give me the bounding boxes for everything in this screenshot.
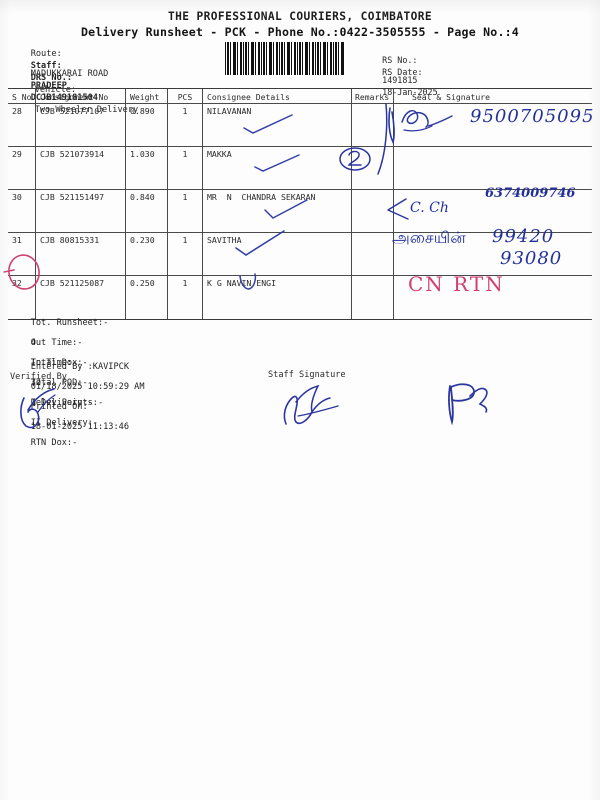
cell-remarks — [352, 233, 394, 275]
column-header-seal-signature: Seal & Signature — [412, 92, 490, 102]
column-header-remarks: Remarks — [352, 89, 394, 103]
drs-number-field: DRS No.: DCJB149181504 — [10, 63, 98, 113]
vehicle-label: Vehicle: — [34, 85, 77, 95]
drs-label: DRS No.: — [30, 73, 73, 83]
rs-number-field: RS No.: 1491815 — [362, 45, 417, 95]
tot-runsheet-value: 4 — [30, 338, 36, 348]
consignment-table: S No Consignment No Weight PCS Consignee… — [8, 88, 592, 320]
receiver-signature-mark — [448, 383, 488, 426]
staff-label: Staff: — [30, 61, 62, 71]
cell-sno: 29 — [8, 147, 36, 189]
cell-weight: 0.890 — [126, 104, 168, 146]
rs-date-value: 18-Jan-2025 — [382, 87, 438, 97]
route-field: Route: MADUKKARAI ROAD — [10, 39, 109, 89]
entered-by-timestamp: 01/18/2025 10:59:29 AM — [30, 382, 145, 392]
column-header-consignee-details: Consignee Details — [202, 89, 352, 103]
cell-consignee: SAVITHA — [202, 233, 352, 275]
page-title: THE PROFESSIONAL COURIERS, COIMBATORE — [167, 10, 432, 23]
table-row: 28 CJB 521077107 0.890 1 NILAVANAN — [8, 104, 592, 147]
total-dox-label: Total Dox:- — [30, 358, 88, 368]
vehicle-value: Two Wheeler Delivery — [34, 105, 139, 115]
cell-seal-signature — [394, 104, 592, 146]
table-header-row: S No Consignment No Weight PCS Consignee… — [8, 89, 592, 104]
cell-pcs: 1 — [182, 235, 188, 245]
cell-seal-signature — [394, 147, 592, 189]
cell-remarks — [352, 276, 394, 319]
cell-consignment-no: CJB 521073914 — [36, 147, 126, 189]
printed-on-label: Printed On: — [30, 402, 88, 412]
out-time-label: Out Time:- — [30, 338, 83, 348]
cell-pcs: 1 — [182, 192, 188, 202]
verified-by-label: Verified By — [10, 372, 67, 382]
staff-value: PRADEEP — [30, 81, 67, 91]
cell-sno: 31 — [8, 233, 36, 275]
rs-number-label: RS No.: — [382, 55, 418, 65]
cell-sno: 30 — [8, 190, 36, 232]
drs-value: DCJB149181504 — [30, 93, 98, 103]
cell-weight: 1.030 — [126, 147, 168, 189]
staff-field: Staff: PRADEEP — [10, 51, 67, 101]
cell-pcs: 1 — [182, 278, 188, 288]
cell-consignment-no: CJB 521151497 — [36, 190, 126, 232]
cell-remarks — [352, 104, 394, 146]
total-pod-label: Total POD:- — [30, 378, 88, 388]
staff-signature-label: Staff Signature — [268, 370, 346, 380]
vehicle-field: Vehicle: Two Wheeler Delivery — [14, 75, 138, 125]
column-header-weight: Weight — [126, 89, 168, 103]
summary-row-entry-info: Entered By :KAVIPCK 01/18/2025 10:59:29 … — [10, 352, 145, 442]
table-row: 29 CJB 521073914 1.030 1 MAKKA — [8, 147, 592, 190]
table-row: 31 CJB 80815331 0.230 1 SAVITHA — [8, 233, 592, 276]
rtn-dox-label: RTN Dox:- — [30, 438, 78, 448]
cell-consignee: MAKKA — [202, 147, 352, 189]
table-row: 30 CJB 521151497 0.840 1 MR N CHANDRA SE… — [8, 190, 592, 233]
printed-on-timestamp: 18-01-2025 11:13:46 — [30, 422, 130, 432]
cell-sno: 28 — [8, 104, 36, 146]
staff-signature-mark — [283, 384, 339, 425]
tot-runsheet-label: Tot. Runsheet:- — [30, 318, 109, 328]
cell-consignee: K G NAVIN ENGI — [202, 276, 352, 319]
route-value: MADUKKARAI ROAD — [30, 69, 109, 79]
cell-consignment-no: CJB 521077107 — [36, 104, 126, 146]
route-label: Route: — [30, 49, 62, 59]
in-time-label: In Time:- — [30, 358, 78, 368]
page-subtitle: Delivery Runsheet - PCK - Phone No.:0422… — [81, 25, 519, 39]
cell-seal-signature — [394, 276, 592, 319]
cell-consignee: NILAVANAN — [202, 104, 352, 146]
cell-weight: 0.840 — [126, 190, 168, 232]
cell-remarks — [352, 190, 394, 232]
cell-consignment-no: CJB 521125087 — [36, 276, 126, 319]
rs-date-label: RS Date: — [382, 67, 423, 77]
cell-weight: 0.230 — [126, 233, 168, 275]
cell-pcs: 1 — [182, 106, 188, 116]
rs-number-value: 1491815 — [382, 75, 418, 85]
cell-seal-signature — [394, 190, 592, 232]
cell-consignment-no: CJB 80815331 — [36, 233, 126, 275]
column-header-consignment-no: Consignment No — [36, 89, 126, 103]
rs-date-field: RS Date: 18-Jan-2025 — [362, 57, 438, 107]
cell-seal-signature — [394, 233, 592, 275]
barcode-icon — [225, 42, 345, 75]
cell-consignee: MR N CHANDRA SEKARAN — [202, 190, 352, 232]
column-header-pcs: PCS — [177, 92, 193, 102]
cell-weight: 0.250 — [126, 276, 168, 319]
cell-pcs: 1 — [182, 149, 188, 159]
column-header-sno: S No — [8, 89, 36, 103]
total-dox-value: 32 — [30, 378, 42, 388]
cell-remarks — [352, 147, 394, 189]
entered-by-label: Entered By :KAVIPCK — [30, 362, 130, 372]
